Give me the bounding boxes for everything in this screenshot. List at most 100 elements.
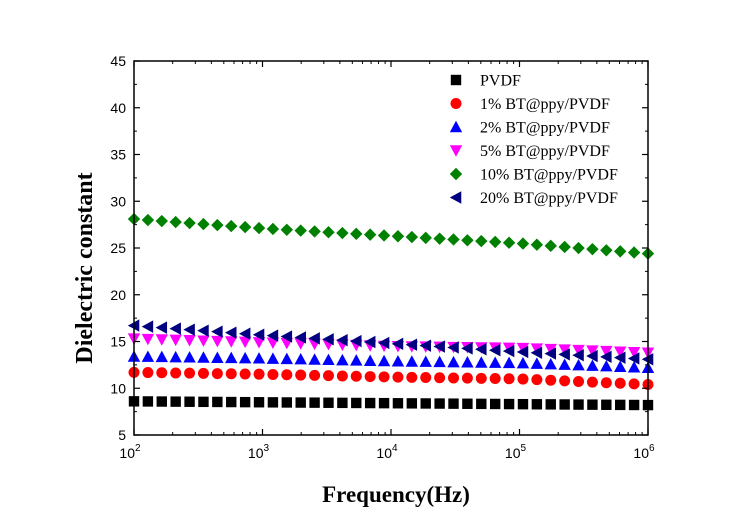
data-point bbox=[627, 246, 641, 259]
data-point bbox=[141, 350, 155, 362]
data-point bbox=[615, 399, 626, 411]
data-point bbox=[488, 343, 501, 357]
legend-marker bbox=[450, 74, 462, 86]
data-point bbox=[336, 353, 349, 366]
data-point bbox=[155, 214, 168, 228]
data-point bbox=[141, 213, 155, 227]
data-point bbox=[420, 372, 432, 384]
data-point bbox=[587, 399, 598, 410]
data-point bbox=[419, 355, 432, 367]
data-point bbox=[183, 335, 196, 347]
data-point bbox=[295, 369, 307, 381]
data-point bbox=[238, 351, 252, 364]
legend-item: 2% BT@ppy/PVDF bbox=[449, 120, 610, 137]
data-point bbox=[627, 346, 641, 359]
data-point bbox=[295, 397, 306, 408]
plot-area-frame bbox=[133, 60, 649, 436]
legend-label: 2% BT@ppy/PVDF bbox=[480, 120, 610, 137]
data-point bbox=[447, 233, 460, 246]
data-point bbox=[530, 238, 544, 251]
series-2 bbox=[128, 366, 654, 391]
y-tick-label: 15 bbox=[110, 334, 126, 350]
y-tick-label: 40 bbox=[110, 100, 126, 116]
data-point bbox=[239, 368, 251, 380]
data-point bbox=[489, 373, 501, 385]
data-point bbox=[155, 321, 168, 334]
legend-marker bbox=[449, 167, 463, 181]
data-point bbox=[448, 372, 460, 384]
data-point bbox=[475, 234, 488, 248]
data-point bbox=[281, 397, 293, 408]
data-point bbox=[225, 326, 237, 339]
data-point bbox=[434, 398, 445, 409]
data-point bbox=[586, 359, 599, 371]
data-point bbox=[531, 374, 543, 386]
data-point bbox=[392, 398, 404, 409]
data-point bbox=[266, 222, 280, 236]
data-point bbox=[406, 371, 418, 383]
data-point bbox=[336, 333, 348, 347]
data-point bbox=[197, 335, 210, 347]
series-1 bbox=[128, 396, 654, 411]
data-point bbox=[363, 228, 377, 241]
data-point bbox=[351, 397, 362, 409]
legend-label: 20% BT@ppy/PVDF bbox=[480, 190, 618, 207]
data-point bbox=[238, 220, 252, 234]
data-point bbox=[142, 367, 154, 379]
data-point bbox=[600, 244, 613, 257]
data-point bbox=[309, 369, 321, 381]
data-point bbox=[544, 239, 557, 253]
data-point bbox=[253, 368, 265, 380]
data-point bbox=[627, 352, 640, 365]
data-point bbox=[225, 219, 238, 233]
data-point bbox=[489, 398, 501, 410]
data-point bbox=[170, 367, 182, 379]
y-tick-label: 30 bbox=[110, 193, 126, 209]
data-point bbox=[309, 397, 320, 408]
data-point bbox=[600, 345, 613, 358]
legend-marker bbox=[449, 191, 462, 204]
data-point bbox=[447, 355, 460, 368]
data-point bbox=[280, 330, 293, 343]
data-point bbox=[573, 375, 585, 387]
data-point bbox=[448, 398, 459, 409]
data-point bbox=[405, 338, 418, 351]
data-point bbox=[461, 342, 473, 355]
data-point bbox=[545, 374, 557, 386]
data-point bbox=[308, 225, 321, 238]
data-point bbox=[336, 226, 349, 240]
data-point bbox=[184, 396, 195, 407]
data-point bbox=[586, 349, 598, 363]
legend-item: 10% BT@ppy/PVDF bbox=[449, 167, 618, 184]
data-point bbox=[323, 397, 334, 408]
data-point bbox=[544, 357, 557, 370]
data-point bbox=[141, 320, 154, 333]
data-point bbox=[475, 343, 487, 356]
data-point bbox=[141, 333, 155, 346]
data-point bbox=[212, 396, 223, 408]
y-tick-label: 35 bbox=[110, 147, 126, 163]
data-point bbox=[197, 324, 209, 337]
data-point bbox=[294, 224, 307, 237]
data-point bbox=[558, 344, 571, 356]
data-point bbox=[378, 397, 390, 409]
data-point bbox=[614, 360, 627, 372]
data-point bbox=[517, 398, 529, 410]
data-point bbox=[239, 396, 251, 408]
y-tick-label: 5 bbox=[118, 427, 126, 443]
legend-item: PVDF bbox=[450, 73, 521, 90]
data-point bbox=[350, 227, 363, 241]
data-point bbox=[183, 216, 196, 230]
legend-label: 10% BT@ppy/PVDF bbox=[480, 167, 618, 184]
data-point bbox=[406, 398, 418, 409]
data-point bbox=[211, 218, 224, 232]
data-point bbox=[197, 367, 209, 379]
data-point bbox=[572, 241, 585, 255]
data-point bbox=[170, 396, 181, 407]
data-point bbox=[559, 399, 570, 410]
data-point bbox=[530, 346, 543, 359]
data-point bbox=[502, 344, 515, 358]
y-tick-label: 25 bbox=[110, 240, 126, 256]
data-point bbox=[531, 399, 543, 410]
